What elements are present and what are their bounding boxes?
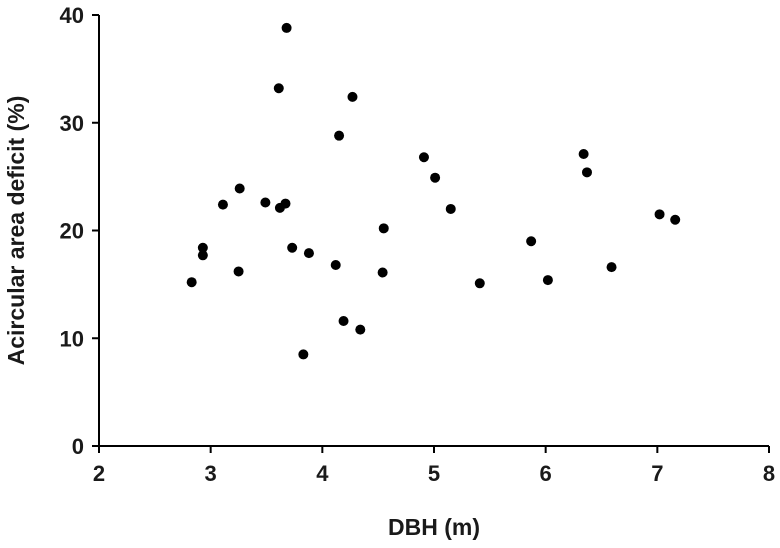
data-point bbox=[542, 275, 553, 286]
x-tick-label: 6 bbox=[540, 461, 552, 486]
data-point bbox=[197, 250, 208, 261]
y-tick-label: 20 bbox=[60, 219, 84, 244]
y-tick-label: 40 bbox=[60, 3, 84, 28]
data-point bbox=[578, 148, 589, 159]
data-point bbox=[526, 236, 537, 247]
x-tick-label: 2 bbox=[93, 461, 105, 486]
data-point bbox=[377, 267, 388, 278]
data-point bbox=[355, 324, 366, 335]
data-point bbox=[670, 214, 681, 225]
plot-area bbox=[186, 22, 681, 360]
data-point bbox=[474, 278, 485, 289]
data-point bbox=[347, 91, 358, 102]
data-point bbox=[303, 248, 314, 259]
data-point bbox=[378, 223, 389, 234]
data-point bbox=[330, 259, 341, 270]
x-tick-label: 3 bbox=[205, 461, 217, 486]
data-point bbox=[280, 198, 291, 209]
x-axis-title: DBH (m) bbox=[388, 514, 480, 540]
data-point bbox=[334, 130, 345, 141]
data-point bbox=[654, 209, 665, 220]
data-point bbox=[287, 242, 298, 253]
data-point bbox=[298, 349, 309, 360]
y-tick-label: 30 bbox=[60, 111, 84, 136]
y-axis-title: Acircular area deficit (%) bbox=[3, 96, 29, 366]
x-tick-label: 4 bbox=[316, 461, 329, 486]
x-axis-ticks: 2 3 4 5 6 7 8 bbox=[93, 446, 775, 486]
data-point bbox=[217, 199, 228, 210]
x-tick-label: 5 bbox=[428, 461, 440, 486]
data-point bbox=[234, 183, 245, 194]
x-tick-label: 8 bbox=[763, 461, 775, 486]
y-axis-ticks: 0 10 20 30 40 bbox=[60, 3, 99, 459]
data-point bbox=[233, 266, 244, 277]
data-point bbox=[581, 167, 592, 178]
y-tick-label: 0 bbox=[72, 434, 84, 459]
x-tick-label: 7 bbox=[651, 461, 663, 486]
data-point bbox=[445, 203, 456, 214]
data-point bbox=[197, 242, 208, 253]
data-point bbox=[186, 277, 197, 288]
data-point bbox=[273, 83, 284, 94]
data-point bbox=[418, 152, 429, 163]
data-point bbox=[260, 197, 271, 208]
y-tick-label: 10 bbox=[60, 326, 84, 351]
data-point bbox=[606, 262, 617, 273]
data-point bbox=[281, 22, 292, 33]
data-point bbox=[430, 172, 441, 183]
data-point bbox=[338, 316, 349, 327]
